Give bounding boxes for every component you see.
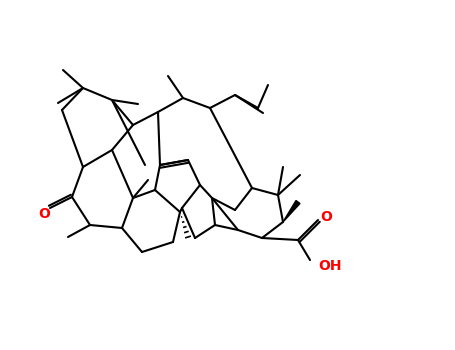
Polygon shape — [283, 201, 300, 222]
Text: OH: OH — [318, 259, 342, 273]
Text: O: O — [320, 210, 332, 224]
Text: O: O — [38, 207, 50, 221]
